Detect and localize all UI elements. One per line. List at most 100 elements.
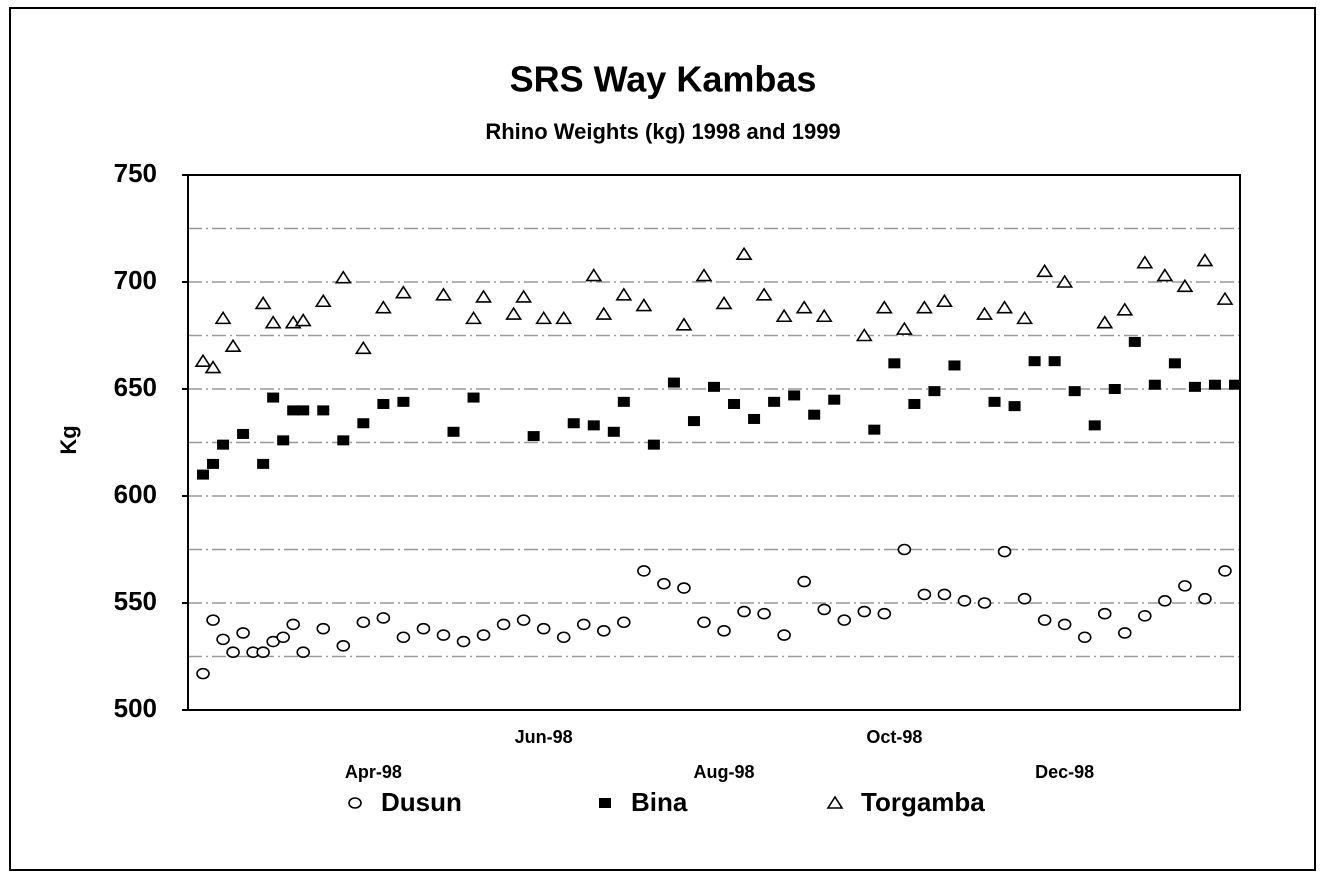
x-tick-label: Apr-98 [345, 762, 402, 782]
point [795, 300, 813, 314]
point [717, 625, 731, 637]
point [617, 396, 630, 407]
point [675, 317, 693, 331]
point [204, 360, 222, 374]
point [1117, 627, 1132, 639]
point [216, 633, 230, 646]
point [728, 398, 741, 409]
point [735, 246, 753, 260]
plot-area [187, 174, 1241, 711]
point [316, 622, 331, 635]
point [587, 420, 600, 431]
point [596, 625, 611, 637]
point [296, 646, 311, 659]
point [817, 603, 832, 616]
point [256, 646, 270, 659]
y-tick-label: 650 [114, 372, 157, 402]
point [775, 308, 793, 323]
point [556, 631, 571, 644]
x-tick-label: Aug-98 [694, 762, 755, 782]
point [1218, 565, 1232, 577]
point [337, 435, 350, 446]
point [396, 631, 411, 644]
point [957, 595, 972, 607]
x-tick-label: Dec-98 [1035, 762, 1094, 782]
point [928, 386, 941, 397]
point [394, 285, 412, 299]
point [1096, 315, 1114, 329]
y-axis-label: Kg [56, 425, 81, 454]
point [294, 313, 312, 327]
point [376, 612, 391, 624]
point [1228, 379, 1241, 390]
point [1037, 614, 1052, 626]
chart-frame [9, 7, 1316, 871]
point [877, 607, 892, 620]
y-tick-label: 600 [114, 479, 157, 509]
point [226, 646, 240, 659]
point [996, 300, 1014, 314]
point [1028, 356, 1041, 367]
point [496, 618, 511, 631]
point [908, 398, 921, 409]
point [748, 413, 761, 424]
legend-marker [599, 798, 611, 808]
point [475, 289, 493, 303]
point [314, 293, 332, 308]
point [536, 622, 551, 635]
point [997, 545, 1012, 558]
point [615, 287, 633, 301]
point [267, 392, 280, 403]
point [277, 435, 290, 446]
legend-label: Bina [631, 787, 688, 817]
point [595, 306, 613, 320]
point [888, 358, 901, 369]
point [264, 315, 282, 329]
point [206, 614, 220, 626]
point [585, 268, 603, 282]
point [935, 293, 953, 308]
point [317, 405, 330, 416]
legend-marker [826, 795, 844, 809]
point [1178, 580, 1192, 592]
point [657, 577, 671, 590]
point [515, 289, 533, 303]
chart-subtitle: Rhino Weights (kg) 1998 and 1999 [485, 119, 840, 144]
y-tick-label: 750 [114, 158, 157, 188]
point [815, 308, 833, 323]
point [436, 629, 451, 641]
point [635, 298, 653, 312]
point [435, 287, 452, 301]
point [1208, 379, 1221, 390]
point [1057, 618, 1072, 631]
point [637, 565, 651, 577]
point [607, 426, 620, 437]
point [757, 607, 771, 620]
point [334, 270, 352, 284]
point [915, 300, 933, 314]
point [196, 667, 210, 680]
chart-title: SRS Way Kambas [510, 59, 817, 100]
point [647, 439, 660, 450]
point [1136, 255, 1154, 269]
point [895, 321, 913, 335]
point [286, 618, 301, 631]
point [1196, 253, 1214, 267]
point [416, 622, 431, 635]
point [527, 431, 540, 442]
point [715, 295, 733, 310]
point [447, 426, 460, 437]
point [948, 360, 961, 371]
point [1156, 268, 1174, 282]
y-tick-label: 700 [114, 265, 157, 295]
point [207, 458, 220, 469]
point [857, 605, 872, 618]
point [555, 310, 573, 325]
point [224, 338, 242, 353]
point [1056, 274, 1074, 288]
point [667, 377, 680, 388]
point [476, 629, 491, 641]
point [708, 381, 720, 392]
point [697, 616, 711, 629]
point [755, 287, 773, 301]
